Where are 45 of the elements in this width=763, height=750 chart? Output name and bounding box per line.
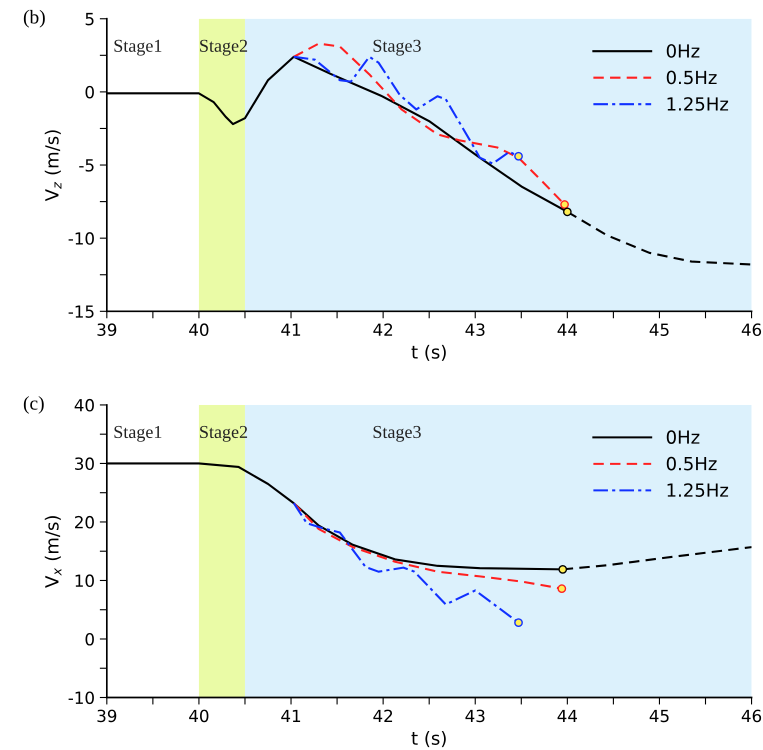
- y-tick-label: -5: [79, 159, 94, 172]
- annotation: Stage1: [114, 40, 162, 56]
- y-tick-label: 0: [86, 86, 94, 98]
- y-tick-label: 40: [74, 398, 94, 412]
- annotation: Stage1: [114, 426, 162, 442]
- x-tick-label: 43: [465, 710, 485, 722]
- y-axis-title: V$_{x}$ (m/s): [44, 516, 62, 588]
- y-tick-label: -10: [68, 232, 94, 245]
- x-tick-label: 42: [373, 323, 392, 336]
- x-tick-label: 43: [465, 323, 485, 336]
- legend-label: 0Hz: [666, 430, 700, 444]
- x-tick-label: 45: [650, 324, 669, 336]
- y-axis-title: V$_{z}$ (m/s): [44, 130, 62, 202]
- x-tick-label: 40: [189, 710, 208, 722]
- x-tick-label: 41: [281, 710, 300, 722]
- x-tick-label: 44: [558, 324, 578, 336]
- band-label: Stage2: [200, 40, 248, 56]
- y-tick-label: 10: [76, 574, 94, 588]
- x-tick-label: 39: [97, 323, 116, 336]
- y-tick-label: 20: [75, 516, 94, 529]
- x-tick-label: 44: [558, 710, 578, 722]
- band-label: Stage3: [374, 426, 421, 442]
- y-tick-label: -15: [68, 305, 94, 318]
- band-label: Stage2: [200, 426, 248, 442]
- x-tick-label: 45: [650, 710, 669, 722]
- band-label: Stage3: [374, 40, 421, 56]
- legend-label: 0.5Hz: [666, 456, 717, 470]
- x-tick-label: 42: [373, 710, 392, 722]
- x-tick-label: 46: [742, 710, 762, 722]
- x-axis-title: t (s): [412, 344, 446, 361]
- y-tick-label: 5: [86, 12, 94, 26]
- y-tick-label: 0: [86, 632, 94, 646]
- legend-label: 1.25Hz: [668, 483, 728, 497]
- x-axis-title: t (s): [412, 731, 446, 748]
- x-tick-label: 40: [189, 323, 208, 336]
- legend-label: 0Hz: [666, 44, 700, 58]
- legend-label: 1.25Hz: [668, 97, 728, 111]
- y-tick-label: -10: [68, 691, 94, 704]
- x-tick-label: 41: [281, 324, 300, 336]
- chart-title: (b): [24, 10, 45, 28]
- x-tick-label: 39: [97, 710, 116, 722]
- x-tick-label: 46: [742, 323, 762, 336]
- y-tick-label: 30: [75, 457, 94, 470]
- legend-label: 0.5Hz: [666, 70, 717, 84]
- chart-title: (c): [24, 396, 44, 414]
